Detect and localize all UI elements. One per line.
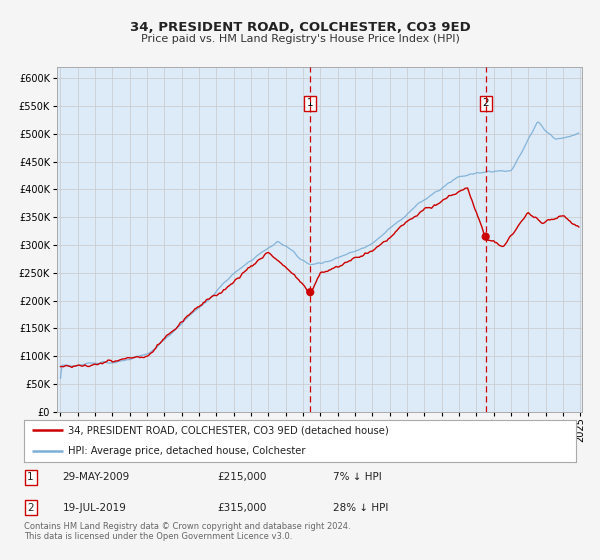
Text: 1: 1 xyxy=(28,473,34,482)
Text: HPI: Average price, detached house, Colchester: HPI: Average price, detached house, Colc… xyxy=(68,446,305,456)
Text: 19-JUL-2019: 19-JUL-2019 xyxy=(62,502,127,512)
Text: 1: 1 xyxy=(307,99,314,109)
Text: 34, PRESIDENT ROAD, COLCHESTER, CO3 9ED: 34, PRESIDENT ROAD, COLCHESTER, CO3 9ED xyxy=(130,21,470,34)
Text: £315,000: £315,000 xyxy=(217,502,266,512)
Text: 28% ↓ HPI: 28% ↓ HPI xyxy=(333,502,388,512)
Text: 34, PRESIDENT ROAD, COLCHESTER, CO3 9ED (detached house): 34, PRESIDENT ROAD, COLCHESTER, CO3 9ED … xyxy=(68,425,389,435)
Text: 2: 2 xyxy=(28,502,34,512)
Text: Contains HM Land Registry data © Crown copyright and database right 2024.
This d: Contains HM Land Registry data © Crown c… xyxy=(24,522,350,542)
Text: 2: 2 xyxy=(482,99,489,109)
Point xyxy=(481,232,490,241)
Text: 7% ↓ HPI: 7% ↓ HPI xyxy=(333,473,382,482)
Text: Price paid vs. HM Land Registry's House Price Index (HPI): Price paid vs. HM Land Registry's House … xyxy=(140,34,460,44)
Point xyxy=(305,288,315,297)
Text: £215,000: £215,000 xyxy=(217,473,266,482)
Text: 29-MAY-2009: 29-MAY-2009 xyxy=(62,473,130,482)
